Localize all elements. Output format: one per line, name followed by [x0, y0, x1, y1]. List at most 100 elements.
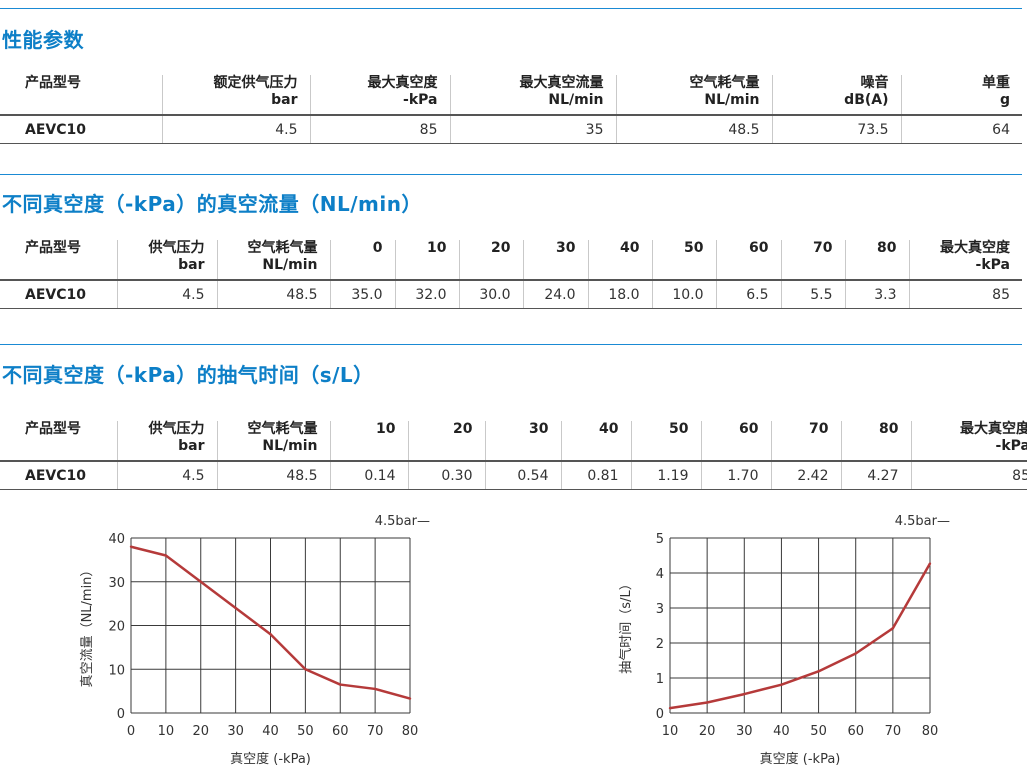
- column-header: 60: [716, 240, 781, 280]
- y-tick-label: 0: [117, 707, 125, 722]
- x-tick-label: 40: [773, 724, 790, 739]
- section-title-performance: 性能参数: [2, 24, 84, 53]
- column-header-name: 供气压力: [130, 421, 205, 438]
- table-cell: 32.0: [395, 280, 459, 309]
- column-header-name: 0: [343, 240, 383, 257]
- x-tick-label: 30: [227, 724, 244, 739]
- table-cell: 0.54: [485, 461, 561, 490]
- x-tick-label: 20: [699, 724, 716, 739]
- column-header-name: 额定供气压力: [175, 75, 298, 92]
- column-header: 40: [561, 421, 631, 461]
- y-tick-label: 5: [656, 532, 664, 547]
- table-cell: 85: [909, 280, 1022, 309]
- column-header: 70: [781, 240, 845, 280]
- table-cell: 0.81: [561, 461, 631, 490]
- y-tick-label: 0: [656, 707, 664, 722]
- column-header-unit: bar: [130, 257, 205, 274]
- column-header: 40: [588, 240, 652, 280]
- column-header-unit: -kPa: [323, 92, 438, 109]
- table-cell: 3.3: [845, 280, 909, 309]
- column-header-unit: [784, 438, 829, 455]
- column-header: 20: [408, 421, 485, 461]
- x-tick-label: 80: [402, 724, 419, 739]
- data-point: [780, 683, 782, 685]
- y-tick-label: 4: [656, 567, 664, 582]
- column-header: 50: [652, 240, 716, 280]
- section-divider: [0, 344, 1022, 345]
- table-cell: 18.0: [588, 280, 652, 309]
- x-tick-label: 30: [736, 724, 753, 739]
- column-header-name: 80: [858, 240, 897, 257]
- column-header-unit: [408, 257, 447, 274]
- data-point: [234, 607, 236, 609]
- column-header-unit: [25, 257, 105, 274]
- column-header-name: 最大真空度: [922, 240, 1011, 257]
- x-tick-label: 40: [262, 724, 279, 739]
- table-cell: 1.70: [701, 461, 771, 490]
- model-cell: AEVC10: [0, 461, 117, 490]
- data-point: [929, 562, 931, 564]
- data-point: [339, 683, 341, 685]
- data-point: [817, 670, 819, 672]
- column-header-unit: NL/min: [463, 92, 604, 109]
- data-point: [269, 633, 271, 635]
- data-point: [200, 581, 202, 583]
- column-header-name: 产品型号: [25, 75, 150, 92]
- column-header-name: 单重: [914, 75, 1011, 92]
- table-cell: 48.5: [616, 115, 772, 144]
- x-axis-label: 真空度 (-kPa): [230, 751, 311, 767]
- column-header-name: 50: [665, 240, 704, 257]
- data-point: [855, 652, 857, 654]
- table-cell: 85: [911, 461, 1027, 490]
- column-header-name: 最大真空度: [323, 75, 438, 92]
- table-cell: 24.0: [523, 280, 588, 309]
- table-cell: 35.0: [330, 280, 395, 309]
- column-header: 80: [841, 421, 911, 461]
- column-header-unit: [644, 438, 689, 455]
- column-header-name: 10: [343, 421, 396, 438]
- column-header: 80: [845, 240, 909, 280]
- data-point: [409, 697, 411, 699]
- column-header-name: 60: [729, 240, 769, 257]
- column-header-unit: NL/min: [629, 92, 760, 109]
- column-header-unit: [421, 438, 473, 455]
- column-header-unit: [729, 257, 769, 274]
- x-tick-label: 60: [847, 724, 864, 739]
- column-header: 产品型号: [0, 240, 117, 280]
- series-line: [670, 564, 930, 709]
- y-tick-label: 20: [108, 620, 125, 635]
- data-point: [374, 688, 376, 690]
- section-divider: [0, 174, 1022, 175]
- x-tick-label: 70: [885, 724, 902, 739]
- table-cell: 4.5: [117, 461, 217, 490]
- column-header-unit: bar: [130, 438, 205, 455]
- x-tick-label: 10: [662, 724, 679, 739]
- column-header-name: 空气耗气量: [230, 421, 318, 438]
- y-tick-label: 40: [108, 532, 125, 547]
- column-header-name: 60: [714, 421, 759, 438]
- column-header: 60: [701, 421, 771, 461]
- column-header-unit: -kPa: [924, 438, 1027, 455]
- column-header-unit: [854, 438, 899, 455]
- column-header-name: 30: [536, 240, 576, 257]
- column-header: 最大真空度-kPa: [911, 421, 1027, 461]
- y-axis-label: 抽气时间（s/L）: [618, 577, 634, 673]
- y-axis-label: 真空流量（NL/min）: [80, 564, 95, 688]
- column-header-name: 空气耗气量: [230, 240, 318, 257]
- data-point: [165, 554, 167, 556]
- x-axis-label: 真空度 (-kPa): [760, 751, 841, 767]
- column-header-name: 40: [601, 240, 640, 257]
- column-header-unit: NL/min: [230, 257, 318, 274]
- column-header-unit: [714, 438, 759, 455]
- column-header: 0: [330, 240, 395, 280]
